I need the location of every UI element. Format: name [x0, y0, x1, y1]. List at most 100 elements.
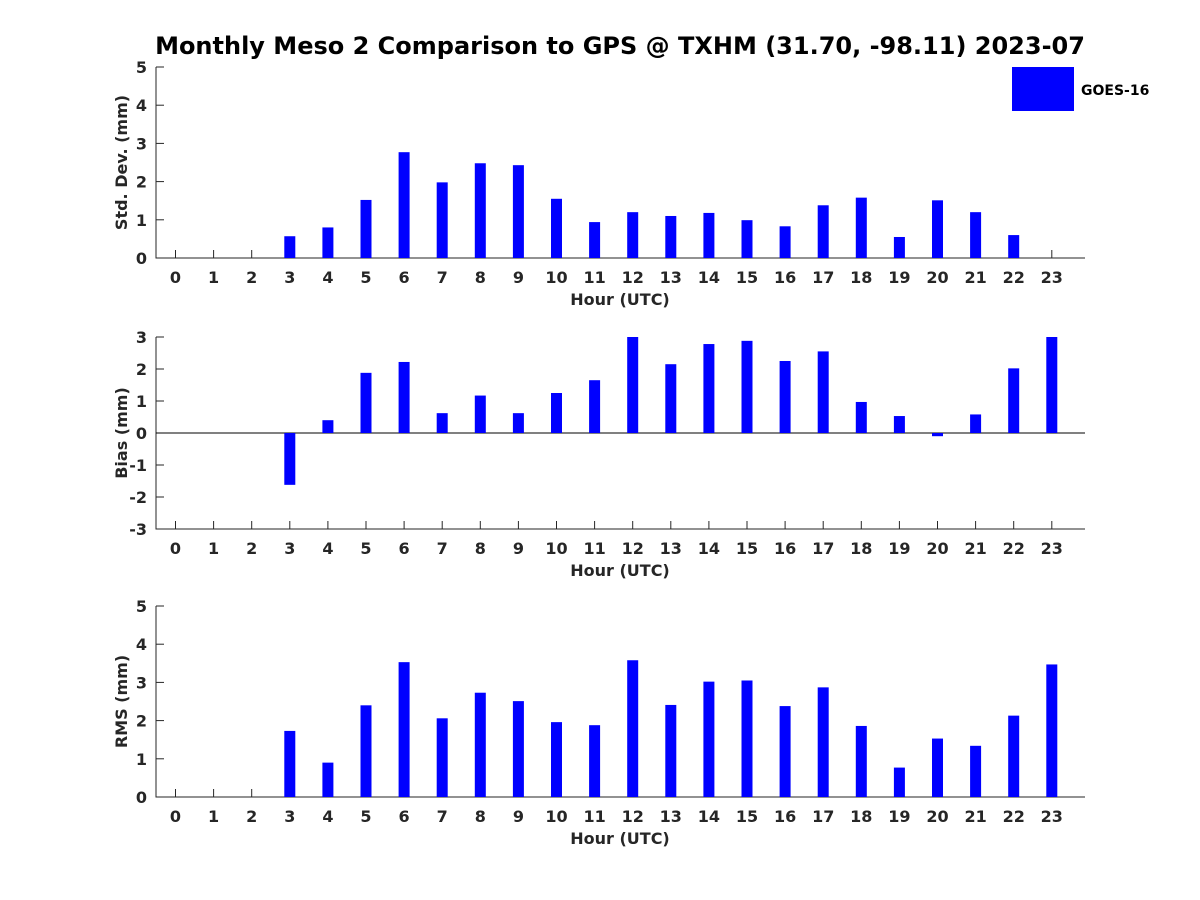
rms-bar	[779, 706, 791, 797]
std-dev-bar	[398, 152, 410, 258]
std-dev-xtick-label: 0	[170, 268, 181, 287]
bias-xtick-label: 15	[736, 539, 758, 558]
rms-xtick-label: 18	[850, 807, 872, 826]
std-dev-xtick-label: 2	[246, 268, 257, 287]
std-dev-bar	[970, 212, 982, 258]
std-dev-xtick-label: 10	[545, 268, 567, 287]
rms-ytick-label: 0	[136, 788, 147, 807]
bias-xtick-label: 6	[399, 539, 410, 558]
bias-xtick-label: 11	[583, 539, 605, 558]
rms-xtick-label: 6	[399, 807, 410, 826]
rms-bar	[893, 767, 905, 797]
std-dev-xtick-label: 13	[660, 268, 682, 287]
bias-ytick-label: 1	[136, 392, 147, 411]
rms-xtick-label: 20	[926, 807, 948, 826]
rms-bar	[436, 718, 448, 797]
bias-xtick-label: 8	[475, 539, 486, 558]
rms-xtick-label: 11	[583, 807, 605, 826]
bias-bar	[1046, 337, 1058, 433]
std-dev-xtick-label: 14	[698, 268, 720, 287]
std-dev-ytick-label: 5	[136, 58, 147, 77]
std-dev-xtick-label: 23	[1041, 268, 1063, 287]
std-dev-bar	[512, 165, 524, 258]
std-dev-xtick-label: 5	[360, 268, 371, 287]
rms-bar	[970, 745, 982, 797]
std-dev-bar	[284, 236, 296, 258]
bias-xtick-label: 23	[1041, 539, 1063, 558]
bias-xtick-label: 4	[322, 539, 333, 558]
rms-xtick-label: 16	[774, 807, 796, 826]
rms-xtick-label: 17	[812, 807, 834, 826]
rms-bar	[855, 725, 867, 797]
rms-bar	[627, 660, 639, 797]
std-dev-xtick-label: 7	[437, 268, 448, 287]
std-dev-bar	[322, 227, 334, 258]
std-dev-bar	[741, 220, 753, 258]
std-dev-xtick-label: 9	[513, 268, 524, 287]
rms-bar	[551, 722, 562, 797]
bias-xtick-label: 10	[545, 539, 567, 558]
rms-axes	[155, 606, 1085, 798]
bias-ytick-label: 2	[136, 360, 147, 379]
std-dev-xtick-label: 3	[284, 268, 295, 287]
rms-bar	[741, 680, 753, 797]
rms-bar	[932, 738, 943, 797]
rms-xtick-label: 12	[622, 807, 644, 826]
bias-bar	[1008, 368, 1020, 433]
std-dev-xtick-label: 17	[812, 268, 834, 287]
rms-xtick-label: 4	[322, 807, 333, 826]
std-dev-xtick-label: 15	[736, 268, 758, 287]
std-dev-xtick-label: 19	[888, 268, 910, 287]
std-dev-bar	[589, 222, 601, 258]
bias-bar	[360, 372, 372, 433]
bias-xlabel: Hour (UTC)	[570, 561, 670, 580]
bias-bar	[627, 337, 639, 433]
bias-xtick-label: 20	[926, 539, 948, 558]
rms-xtick-label: 21	[964, 807, 986, 826]
bias-bar	[512, 413, 524, 433]
rms-bar	[474, 692, 486, 797]
rms-ytick-label: 2	[136, 712, 147, 731]
rms-xtick-label: 1	[208, 807, 219, 826]
std-dev-axes	[155, 67, 1085, 259]
bias-xtick-label: 16	[774, 539, 796, 558]
bias-bar	[932, 433, 943, 437]
std-dev-ytick-label: 2	[136, 173, 147, 192]
bias-bar	[779, 361, 791, 433]
bias-ytick-label: -3	[129, 520, 147, 539]
bias-ytick-label: 3	[136, 328, 147, 347]
bias-xtick-label: 21	[964, 539, 986, 558]
rms-xtick-label: 14	[698, 807, 720, 826]
rms-xtick-label: 3	[284, 807, 295, 826]
bias-bar	[398, 361, 410, 433]
std-dev-bar	[932, 200, 943, 258]
bias-xtick-label: 17	[812, 539, 834, 558]
rms-bar	[398, 662, 410, 797]
std-dev-bar	[551, 198, 562, 258]
std-dev-xtick-label: 6	[399, 268, 410, 287]
std-dev-bar	[436, 182, 448, 258]
std-dev-ylabel: Std. Dev. (mm)	[112, 95, 131, 230]
rms-xtick-label: 5	[360, 807, 371, 826]
std-dev-bar	[360, 199, 372, 258]
bias-xtick-label: 3	[284, 539, 295, 558]
bias-bar	[817, 351, 829, 433]
rms-xtick-label: 0	[170, 807, 181, 826]
std-dev-ytick-label: 0	[136, 249, 147, 268]
bias-bar	[551, 393, 562, 433]
rms-bar	[817, 687, 829, 797]
rms-xtick-label: 2	[246, 807, 257, 826]
std-dev-bar	[665, 215, 677, 258]
std-dev-bar	[817, 205, 829, 258]
std-dev-xtick-label: 8	[475, 268, 486, 287]
bias-bar	[703, 344, 715, 433]
bias-bar	[284, 433, 296, 485]
bias-bar	[589, 380, 601, 433]
bias-bar	[741, 340, 753, 433]
std-dev-bar	[627, 212, 639, 258]
std-dev-bar	[779, 226, 791, 258]
